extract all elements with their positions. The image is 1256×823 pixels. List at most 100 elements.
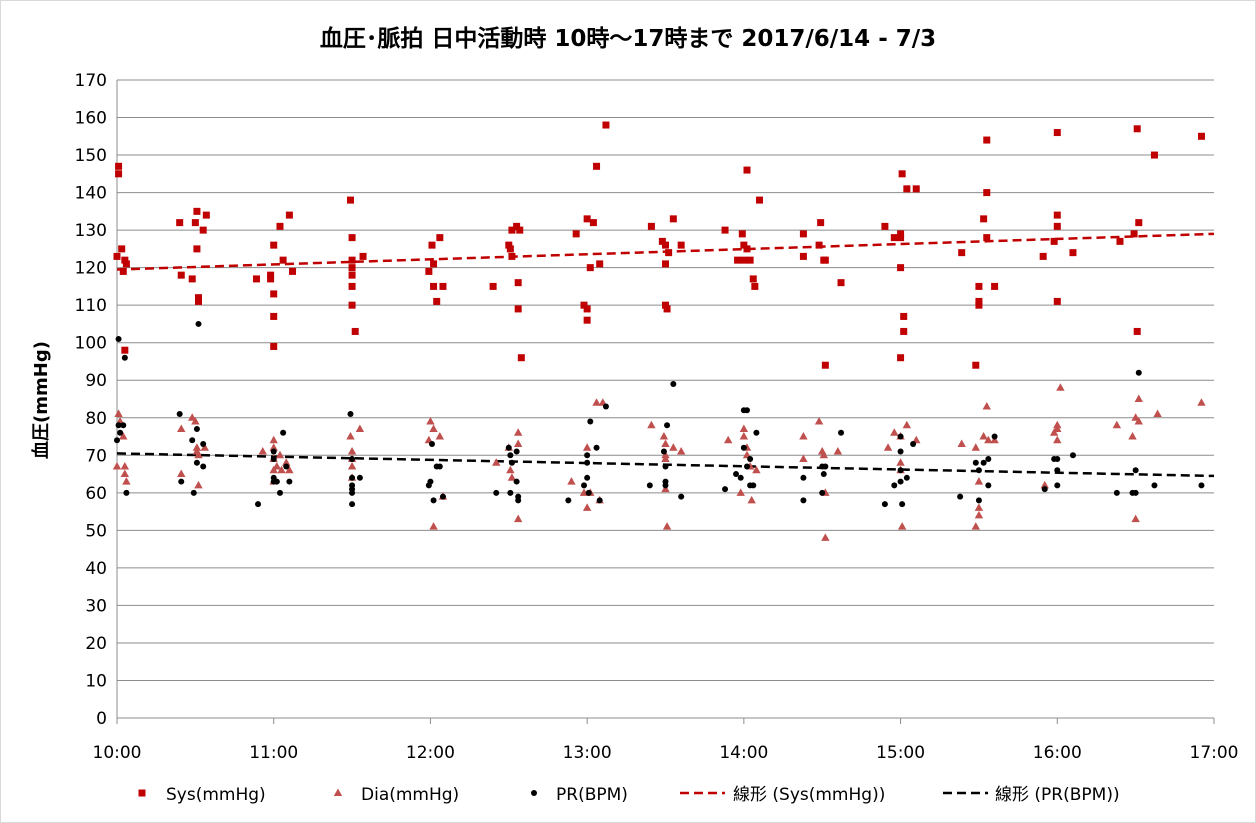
pr-point — [356, 474, 363, 481]
sys-point — [815, 241, 823, 249]
pr-point — [1041, 486, 1048, 493]
sys-point — [1053, 129, 1061, 137]
dia-point — [896, 458, 905, 466]
y-tick-label: 0 — [96, 709, 107, 729]
sys-point — [121, 256, 129, 264]
dia-point — [752, 465, 761, 474]
data-points — [112, 121, 1206, 541]
pr-point — [957, 493, 964, 500]
dia-point — [659, 432, 669, 440]
dia-point — [429, 522, 438, 530]
dia-point — [582, 503, 592, 511]
dia-point — [1197, 398, 1206, 406]
pr-point — [602, 403, 609, 410]
sys-point — [177, 271, 185, 279]
pr-point — [975, 497, 982, 504]
legend-label: 線形 (Sys(mmHg)) — [733, 785, 885, 805]
sys-point — [1197, 132, 1205, 140]
pr-point — [1054, 456, 1061, 463]
dia-point — [277, 465, 286, 474]
dia-point — [1128, 432, 1137, 440]
sys-point — [514, 305, 522, 313]
sys-point — [903, 185, 911, 193]
pr-point — [349, 474, 356, 481]
dia-point — [1049, 428, 1059, 436]
gridlines — [117, 79, 1214, 681]
x-tick-label: 15:00 — [876, 743, 925, 763]
sys-point — [583, 316, 591, 324]
sys-point — [734, 256, 742, 264]
dia-point — [194, 480, 203, 489]
sys-point — [193, 245, 201, 253]
x-tick-label: 11:00 — [249, 743, 298, 763]
pr-point — [430, 497, 437, 504]
dia-point — [191, 417, 200, 425]
sys-point — [972, 361, 980, 369]
dia-point — [355, 424, 365, 433]
pr-point — [899, 501, 906, 508]
y-tick-label: 150 — [75, 146, 107, 166]
dia-point — [258, 447, 267, 455]
dia-point — [567, 477, 576, 485]
pr-point — [753, 429, 760, 436]
pr-point — [493, 489, 500, 496]
dia-point — [122, 477, 131, 485]
pr-point — [193, 459, 200, 466]
dia-point — [979, 432, 988, 440]
pr-point — [508, 459, 515, 466]
pr-point — [750, 482, 757, 489]
pr-point — [800, 497, 807, 504]
pr-point — [270, 448, 277, 455]
sys-point — [119, 267, 127, 275]
pr-point — [972, 459, 979, 466]
dia-point — [192, 443, 202, 451]
pr-point — [428, 441, 435, 448]
sys-point — [897, 230, 905, 238]
legend-label: 線形 (PR(BPM)) — [995, 785, 1120, 805]
dia-point — [974, 477, 984, 485]
sys-point — [583, 305, 591, 313]
sys-point — [267, 275, 275, 283]
dia-point — [1134, 417, 1143, 425]
sys-point — [898, 170, 906, 178]
dia-point — [1053, 435, 1062, 444]
sys-point — [900, 327, 908, 335]
dia-point — [1053, 420, 1062, 429]
sys-point — [958, 249, 966, 257]
pr-point — [270, 456, 277, 463]
dia-point — [971, 443, 980, 451]
pr-point — [439, 493, 446, 500]
sys-point — [270, 241, 278, 249]
dia-point — [739, 432, 749, 440]
dia-point — [1131, 514, 1140, 523]
sys-point — [900, 312, 908, 320]
pr-point — [200, 463, 207, 470]
sys-point — [983, 234, 991, 242]
pr-point — [513, 448, 520, 455]
sys-point — [821, 256, 829, 264]
sys-point — [122, 260, 130, 268]
pr-point — [349, 501, 356, 508]
pr-point — [910, 441, 917, 448]
dia-point — [592, 398, 601, 406]
sys-point — [817, 219, 825, 227]
dia-point — [177, 469, 186, 478]
sys-point — [980, 215, 988, 223]
chart-title: 血圧･脈拍 日中活動時 10時～17時まで 2017/6/14 - 7/3 — [320, 25, 936, 52]
pr-point — [347, 411, 354, 418]
sys-point — [1133, 125, 1141, 133]
pr-point — [975, 467, 982, 474]
pr-point — [581, 482, 588, 489]
sys-point — [983, 136, 991, 144]
y-tick-label: 90 — [85, 371, 107, 391]
pr-point — [255, 501, 262, 508]
pr-point — [678, 493, 685, 500]
sys-point — [425, 267, 433, 275]
sys-point — [118, 245, 126, 253]
pr-point — [670, 380, 677, 387]
sys-point — [270, 290, 278, 298]
sys-point — [799, 230, 807, 238]
sys-point — [121, 346, 129, 354]
